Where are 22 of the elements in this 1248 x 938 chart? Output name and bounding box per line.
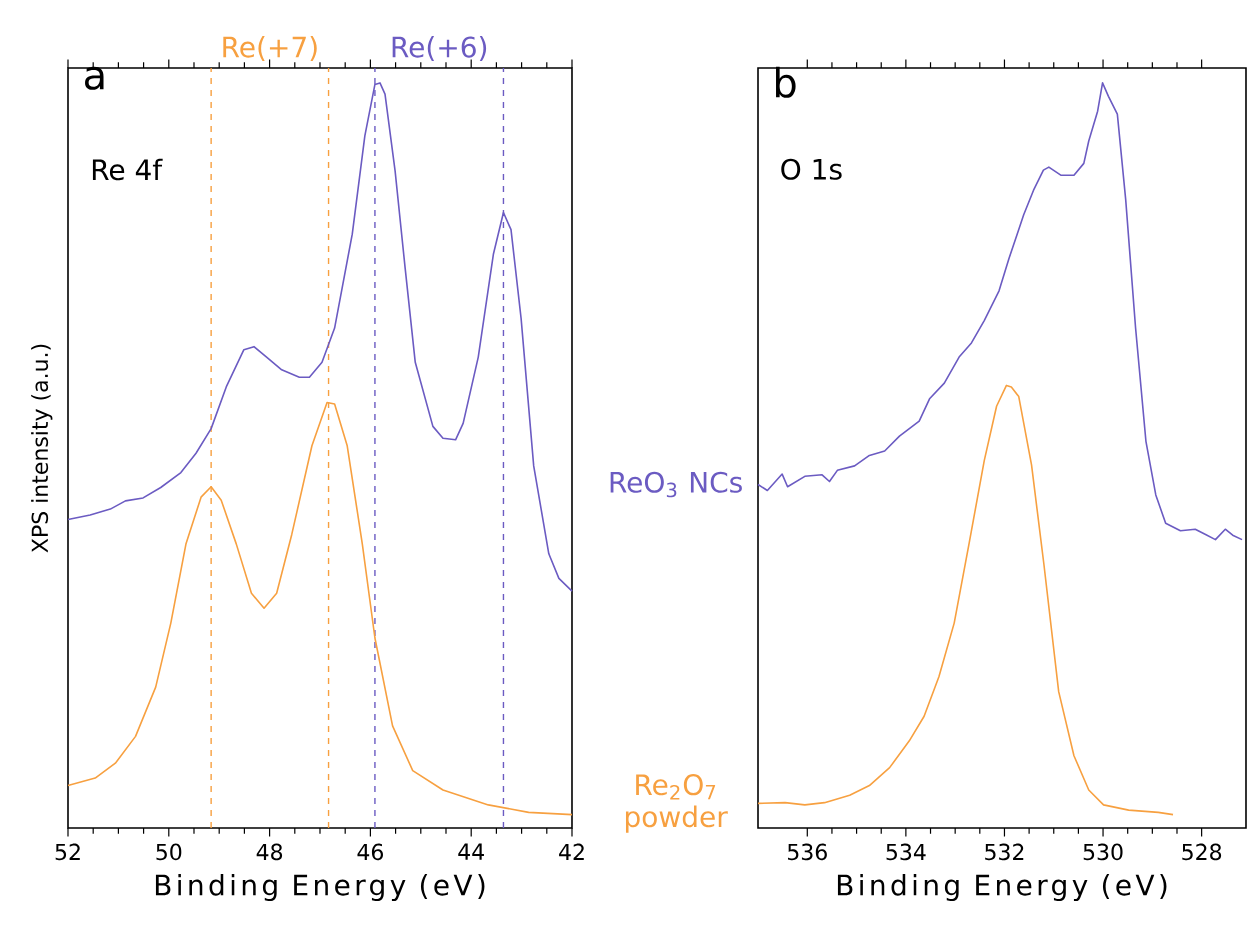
- y-axis-title: XPS intensity (a.u.): [31, 344, 53, 553]
- x-tick-label: 52: [55, 843, 80, 861]
- x-tick-label: 48: [256, 843, 283, 861]
- x-tick-label: 532: [985, 843, 1024, 861]
- x-tick-label: 536: [787, 843, 827, 861]
- x-tick-label: 44: [458, 843, 484, 860]
- series-label: Re$_{2}$O$_{7}$ powder: [625, 774, 728, 833]
- text: O 1s: [781, 158, 842, 180]
- x-axis-title: Binding Energy (eV): [837, 873, 1167, 902]
- x-axis-title: Binding Energy (eV): [155, 873, 485, 902]
- x-tick-label: 50: [156, 843, 182, 861]
- x-tick-label: 530: [1083, 843, 1123, 861]
- text: Re 4f: [92, 158, 163, 181]
- x-tick-label: 534: [886, 843, 926, 861]
- chart-title: a: [85, 66, 104, 90]
- series-label: ReO$_{3}$ NCs: [610, 471, 742, 498]
- chart-title: b: [776, 66, 796, 98]
- x-tick-label: 46: [357, 843, 383, 861]
- x-tick-label: 528: [1182, 843, 1222, 861]
- x-tick-label: 42: [559, 843, 584, 860]
- ref-line-label: Re(+7): [223, 35, 317, 61]
- ref-line-label: Re(+6): [392, 35, 487, 61]
